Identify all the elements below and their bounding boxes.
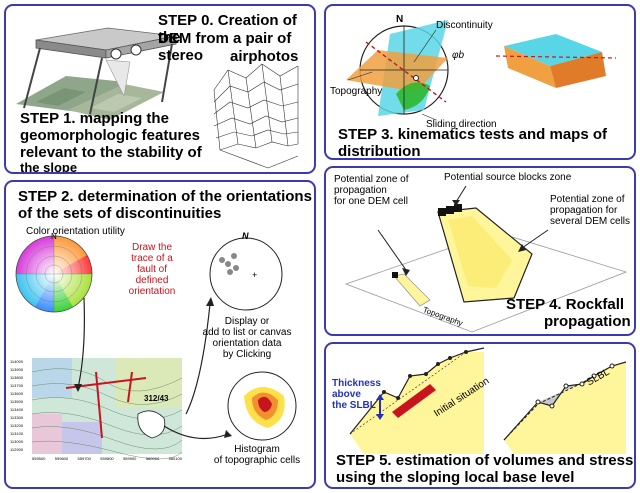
step2-title-line2: of the sets of discontinuities <box>18 205 222 222</box>
daylight-envelope <box>396 82 430 110</box>
block-top-face <box>504 34 602 66</box>
kinematic-stereonet-illustration <box>346 20 617 121</box>
y-tick-label: 113300 <box>10 415 24 420</box>
map-x-axis: 559500 559600 559700 559800 559900 56000… <box>32 456 182 461</box>
sliding-direction-label: Sliding direction <box>426 119 497 130</box>
step5-title-line2: using the sloping local base level <box>336 469 575 486</box>
step1-title-line2: geomorphologic features <box>20 127 201 144</box>
sliding-arrow <box>392 384 436 418</box>
step2-illustrations: + <box>15 235 297 460</box>
orientation-measure-label: 312/43 <box>144 394 169 403</box>
slope-profile-slbl <box>504 362 626 454</box>
y-tick-label: 112900 <box>10 447 24 452</box>
trace-note-line: trace of a <box>131 253 173 264</box>
trace-note-line: orientation <box>128 286 176 297</box>
step3-title-line2: distribution <box>338 143 421 160</box>
x-tick-label: 560100 <box>168 456 182 461</box>
display-note: Display or add to list or canvas orienta… <box>192 316 302 360</box>
step3-title-line1: STEP 3. kinematics tests and maps of <box>338 126 607 143</box>
panel-step2: + <box>4 180 316 489</box>
step1-title-line1: STEP 1. mapping the <box>20 110 169 127</box>
dem-wireframe <box>213 63 299 169</box>
step3-north-label: N <box>396 14 404 25</box>
trace-note-line: Draw the <box>131 242 172 253</box>
zone-several-note: Potential zone of propagation for severa… <box>550 194 630 227</box>
stereo-scope-illustration <box>16 27 299 169</box>
x-tick-label: 559900 <box>123 456 137 461</box>
discontinuity-label: Discontinuity <box>436 20 493 31</box>
zone-one-line: Potential zone of <box>334 174 409 185</box>
zone-several-line: several DEM cells <box>550 216 631 227</box>
thickness-line: above <box>332 389 361 400</box>
y-tick-label: 113500 <box>10 399 24 404</box>
color-orientation-wheel <box>15 235 93 313</box>
display-note-line: orientation data <box>212 338 282 349</box>
step2-title-line1: STEP 2. determination of the orientation… <box>18 188 312 205</box>
trace-note: Draw the trace of a fault of defined ori… <box>122 242 182 297</box>
slope-map <box>31 358 183 460</box>
y-tick-label: 113900 <box>10 367 24 372</box>
panel-step0-step1: STEP 0. Creation of the DEM from a pair … <box>4 4 316 174</box>
display-note-line: by Clicking <box>222 349 272 360</box>
stereonet-north-label: N <box>242 231 249 241</box>
y-tick-label: 113100 <box>10 431 24 436</box>
step4-title-line2: propagation <box>544 313 631 330</box>
zone-several-line: Potential zone of <box>550 194 625 205</box>
histogram-note-line: of topographic cells <box>213 455 301 466</box>
source-zone-label: Potential source blocks zone <box>444 172 572 183</box>
sliding-direction-line <box>365 41 447 103</box>
step1-title-line3: relevant to the stability of <box>20 144 202 161</box>
zone-one-line: for one DEM cell <box>334 196 408 207</box>
thickness-line: Thickness <box>332 378 381 389</box>
step0-title-line2: DEM from a pair of stereo <box>158 30 292 64</box>
wheel-north-label: N <box>51 232 57 241</box>
topography-label: Topography <box>330 86 383 97</box>
panel-step3: N Discontinuity Topography Sliding direc… <box>324 4 636 160</box>
display-note-line: Display or <box>224 316 270 327</box>
rockfall-illustration <box>344 185 628 333</box>
step1-title-line4: the slope <box>20 160 78 174</box>
display-stereonet: + <box>209 237 283 311</box>
y-tick-label: 113700 <box>10 383 24 388</box>
x-tick-label: 559600 <box>54 456 69 461</box>
eyepiece-right <box>130 44 142 56</box>
y-tick-label: 113600 <box>10 391 24 396</box>
slbl-illustration <box>349 347 627 454</box>
x-tick-label: 559700 <box>77 456 91 461</box>
display-note-line: add to list or canvas <box>202 327 292 338</box>
histogram-note-line: Histogram <box>234 444 280 455</box>
thickness-note: Thickness above the SLBL <box>332 378 381 411</box>
thickness-line: the SLBL <box>332 400 376 411</box>
topography-plane <box>346 50 448 92</box>
trace-note-line: fault of <box>136 264 168 275</box>
zone-several-line: propagation for <box>550 205 618 216</box>
step0-title-line3: airphotos <box>230 48 299 65</box>
panel-step5: Thickness above the SLBL Initial situati… <box>324 342 636 489</box>
y-tick-label: 113000 <box>10 439 24 444</box>
y-tick-label: 113800 <box>10 375 24 380</box>
y-tick-label: 113400 <box>10 407 24 412</box>
y-tick-label: 113200 <box>10 423 24 428</box>
y-tick-label: 114000 <box>10 359 24 364</box>
svg-text:+: + <box>252 270 257 280</box>
color-utility-label: Color orientation utility <box>26 226 125 237</box>
trace-note-line: defined <box>135 275 169 286</box>
x-tick-label: 559500 <box>32 456 46 461</box>
histogram-note: Histogram of topographic cells <box>202 444 312 466</box>
map-y-axis: 114000 113900 113800 113700 113600 11350… <box>10 358 32 454</box>
histogram-stereonet <box>227 371 297 441</box>
phi-b-label: φb <box>452 50 465 61</box>
step0-title-line1: STEP 0. Creation of the <box>158 12 297 46</box>
zone-one-line: propagation <box>334 185 387 196</box>
panel-step4: Potential zone of propagation for one DE… <box>324 166 636 336</box>
step4-title-line1: STEP 4. Rockfall <box>506 296 625 313</box>
step5-title-line1: STEP 5. estimation of volumes and stress <box>336 452 634 469</box>
zone-one-note: Potential zone of propagation for one DE… <box>334 174 409 207</box>
eyepiece-left <box>110 48 122 60</box>
x-tick-label: 559800 <box>100 456 114 461</box>
x-tick-label: 560000 <box>145 456 160 461</box>
